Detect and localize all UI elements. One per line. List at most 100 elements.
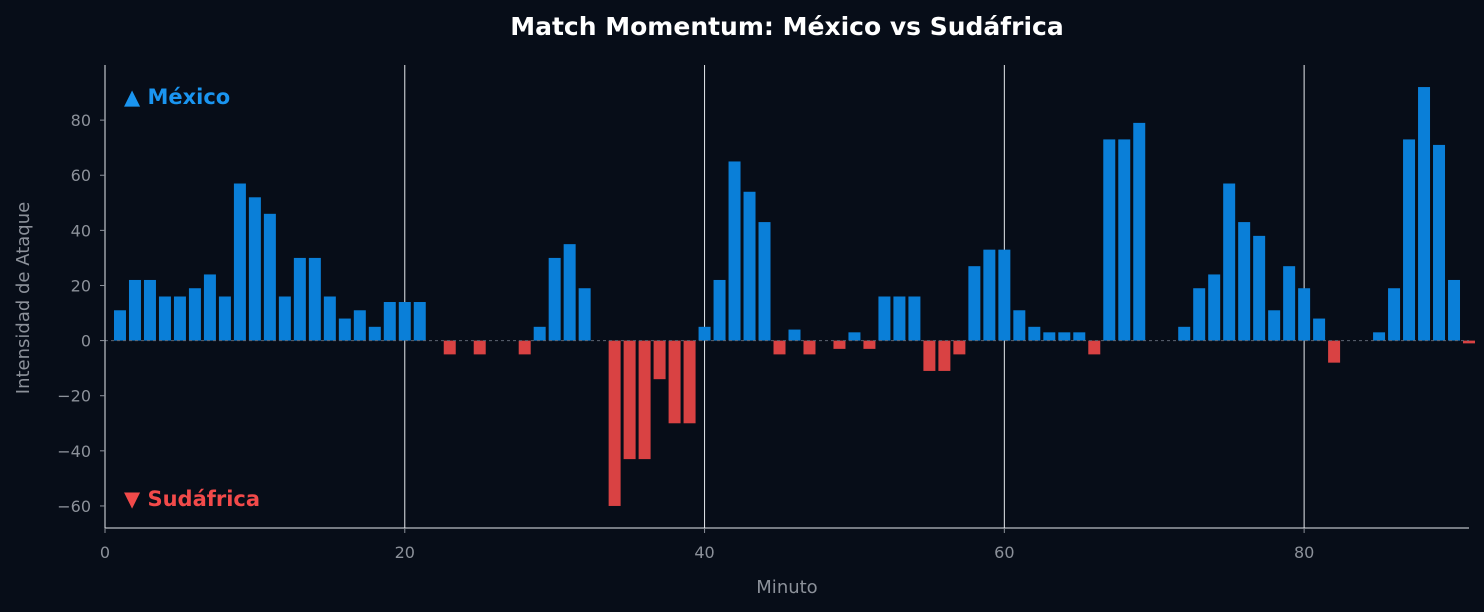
bar-minute-44	[758, 222, 771, 341]
bar-minute-72	[1178, 326, 1191, 341]
bar-minute-42	[728, 161, 741, 341]
bar-minute-15	[323, 296, 336, 341]
bar-minute-11	[263, 213, 276, 341]
bar-minute-6	[188, 288, 201, 341]
bar-minute-62	[1028, 326, 1041, 341]
bar-minute-49	[833, 340, 846, 349]
bar-minute-73	[1193, 288, 1206, 341]
bar-minute-69	[1133, 122, 1146, 341]
x-tick-label-40: 40	[694, 543, 714, 562]
bar-minute-57	[953, 340, 966, 355]
bar-minute-30	[548, 257, 561, 341]
ticks-group: 0 20 40 60 80 −60 −40 −20 0 20 40 60 80	[57, 111, 1314, 562]
y-axis-label: Intensidad de Ataque	[13, 202, 34, 394]
bar-minute-91	[1463, 340, 1475, 344]
bar-minute-82	[1328, 340, 1341, 363]
bar-minute-16	[338, 318, 351, 341]
bar-minute-21	[413, 302, 426, 341]
bar-minute-87	[1403, 139, 1416, 341]
bar-minute-80	[1298, 288, 1311, 341]
bar-minute-3	[143, 279, 156, 341]
bar-minute-58	[968, 266, 981, 341]
bar-minute-65	[1073, 332, 1086, 341]
x-axis-label: Minuto	[756, 577, 817, 598]
bar-minute-8	[218, 296, 231, 341]
bar-minute-59	[983, 249, 996, 341]
bar-minute-55	[923, 340, 936, 371]
bar-minute-31	[563, 244, 576, 341]
y-tick-label-80: 80	[71, 111, 91, 130]
bar-minute-51	[863, 340, 876, 349]
bar-minute-41	[713, 279, 726, 341]
bar-minute-89	[1433, 144, 1446, 341]
bar-minute-32	[578, 288, 591, 341]
bar-minute-10	[248, 197, 261, 341]
bar-minute-9	[233, 183, 246, 341]
bar-minute-79	[1283, 266, 1296, 341]
bar-minute-5	[173, 296, 186, 341]
bar-minute-85	[1373, 332, 1386, 341]
bar-minute-52	[878, 296, 891, 341]
bar-minute-28	[518, 340, 531, 355]
bar-minute-39	[683, 340, 696, 424]
bar-minute-78	[1268, 310, 1281, 341]
bar-minute-66	[1088, 340, 1101, 355]
y-tick-label-20: 20	[71, 276, 91, 295]
bar-minute-20	[398, 302, 411, 341]
x-tick-label-20: 20	[395, 543, 415, 562]
bar-minute-18	[368, 326, 381, 341]
bar-minute-40	[698, 326, 711, 341]
x-tick-label-60: 60	[994, 543, 1014, 562]
bar-minute-17	[353, 310, 366, 341]
x-tick-label-0: 0	[100, 543, 110, 562]
bar-minute-2	[128, 279, 141, 341]
bar-minute-43	[743, 191, 756, 341]
bar-minute-37	[653, 340, 666, 380]
y-tick-label-60: 60	[71, 166, 91, 185]
bar-minute-29	[533, 326, 546, 341]
bar-minute-19	[383, 302, 396, 341]
bar-minute-77	[1253, 235, 1266, 341]
bar-minute-61	[1013, 310, 1026, 341]
bar-minute-45	[773, 340, 786, 355]
legend-sudafrica-label: ▼ Sudáfrica	[124, 487, 260, 511]
y-tick-label--40: −40	[57, 442, 91, 461]
bar-minute-38	[668, 340, 681, 424]
bar-minute-54	[908, 296, 921, 341]
bar-minute-75	[1223, 183, 1236, 341]
bar-minute-12	[278, 296, 291, 341]
bar-minute-90	[1448, 279, 1461, 341]
bar-minute-76	[1238, 222, 1251, 341]
bar-minute-47	[803, 340, 816, 355]
bar-minute-86	[1388, 288, 1401, 341]
bars-group	[113, 87, 1475, 506]
chart-title: Match Momentum: México vs Sudáfrica	[510, 12, 1064, 41]
bar-minute-35	[623, 340, 636, 460]
bar-minute-25	[473, 340, 486, 355]
bar-minute-74	[1208, 274, 1221, 341]
bar-minute-64	[1058, 332, 1071, 341]
bar-minute-46	[788, 329, 801, 341]
bar-minute-50	[848, 332, 861, 341]
bar-minute-60	[998, 249, 1011, 341]
x-tick-label-80: 80	[1294, 543, 1314, 562]
bar-minute-53	[893, 296, 906, 341]
bar-minute-67	[1103, 139, 1116, 341]
y-tick-label-40: 40	[71, 221, 91, 240]
bar-minute-1	[113, 310, 126, 341]
y-tick-label-0: 0	[81, 332, 91, 351]
bar-minute-23	[443, 340, 456, 355]
bar-minute-88	[1418, 87, 1431, 341]
bar-minute-36	[638, 340, 651, 460]
bar-minute-7	[203, 274, 216, 341]
bar-minute-68	[1118, 139, 1131, 341]
legend-mexico-label: ▲ México	[124, 85, 230, 109]
bar-minute-56	[938, 340, 951, 371]
bar-minute-4	[158, 296, 171, 341]
y-tick-label--20: −20	[57, 387, 91, 406]
bar-minute-34	[608, 340, 621, 506]
bar-minute-13	[293, 257, 306, 341]
bar-minute-63	[1043, 332, 1056, 341]
y-tick-label--60: −60	[57, 497, 91, 516]
